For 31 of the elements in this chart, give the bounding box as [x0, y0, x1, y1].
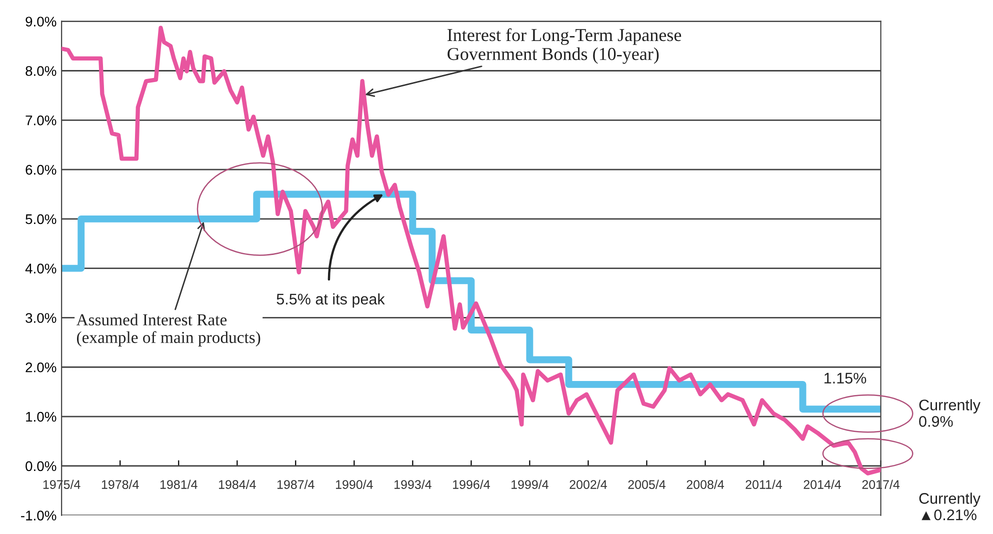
y-tick-label: 7.0% [26, 115, 56, 126]
y-tick-label: -1.0% [21, 510, 56, 520]
y-tick-label: 0.0% [26, 461, 56, 472]
x-tick-label: 2005/4 [628, 480, 666, 489]
line-series [62, 26, 881, 476]
x-tick-label: 1984/4 [218, 480, 256, 489]
y-tick-label: 9.0% [26, 16, 56, 27]
x-tick-label: 1996/4 [453, 480, 490, 489]
x-tick-label: 1978/4 [102, 480, 139, 489]
x-tick-label: 2011/4 [746, 480, 782, 489]
x-tick-label: 1993/4 [394, 480, 432, 489]
x-tick-label: 2008/4 [686, 480, 724, 489]
y-tick-label: 5.0% [26, 214, 56, 224]
annotation: Assumed Interest Rate (example of main products) [76, 314, 260, 346]
text: Currently ▲0.21% [919, 492, 980, 520]
y-tick-label: 8.0% [26, 66, 56, 76]
y-tick-label: 4.0% [25, 264, 56, 274]
x-tick-label: 1990/4 [336, 480, 373, 489]
y-tick-label: 1.0% [26, 412, 56, 422]
x-tick-label: 2014/4 [804, 480, 842, 489]
x-tick-label: 1999/4 [512, 480, 548, 489]
x-tick-label: 2002/4 [570, 480, 607, 489]
x-tick-label: 1987/4 [277, 480, 314, 489]
text: Currently 0.9% [919, 399, 980, 427]
y-tick-label: 2.0% [26, 362, 56, 372]
annotation: 5.5% at its peak [276, 293, 385, 308]
y-tick-label: 6.0% [26, 164, 56, 175]
y-tick-label: 3.0% [26, 313, 56, 323]
annotation: 1.15% [824, 372, 866, 384]
x-tick-label: 1981/4 [160, 480, 198, 489]
annotation: Interest for Long-Term Japanese Government Bonds (10-year) [448, 28, 682, 64]
